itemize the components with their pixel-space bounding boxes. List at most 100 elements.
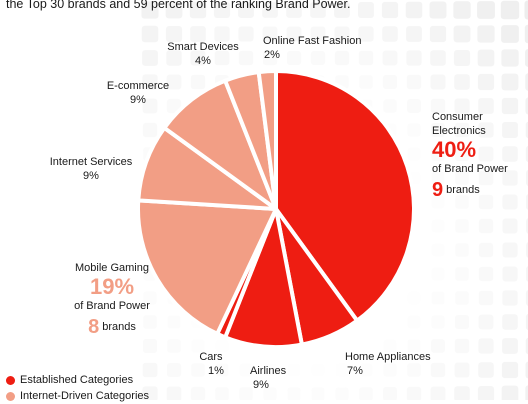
mobile-gaming-brand-count: 8 <box>88 316 100 338</box>
background-tile <box>525 290 528 306</box>
background-tile <box>287 387 301 400</box>
background-tile <box>502 338 518 354</box>
label-consumer-electronics-value: 40% <box>432 137 477 162</box>
background-tile <box>431 171 445 185</box>
background-tile <box>381 1 399 19</box>
consumer-electronics-brand-count: 9 <box>432 179 444 201</box>
background-tile <box>406 74 422 90</box>
background-tile <box>407 123 421 137</box>
background-tile <box>501 97 519 115</box>
background-tile <box>502 314 518 330</box>
background-tile <box>334 26 350 42</box>
background-tile <box>215 363 229 377</box>
label-smart-devices-value: 4% <box>195 55 211 67</box>
background-tile <box>454 386 470 400</box>
background-tile <box>524 24 528 44</box>
background-tile <box>501 49 519 67</box>
label-internet-services-name: Internet Services <box>49 156 133 168</box>
background-tile <box>431 339 445 353</box>
background-tile <box>525 145 528 163</box>
background-tile <box>214 26 230 42</box>
background-tile <box>502 194 518 210</box>
background-tile <box>525 97 528 115</box>
background-tile <box>478 146 494 162</box>
background-tile <box>430 98 446 114</box>
label-home-appliances: Home Appliances 7% <box>345 350 431 378</box>
background-tile <box>141 25 159 43</box>
background-tile <box>525 49 528 67</box>
background-tile <box>383 99 397 113</box>
background-tile <box>455 195 469 209</box>
background-tile <box>478 122 494 138</box>
background-tile <box>453 1 471 19</box>
background-tile <box>262 50 278 66</box>
background-tile <box>382 50 398 66</box>
label-airlines: Airlines 9% <box>250 364 286 392</box>
background-tile <box>383 339 397 353</box>
label-consumer-electronics-share: of Brand Power <box>432 163 508 175</box>
background-tile <box>502 218 518 234</box>
background-tile <box>453 49 471 67</box>
chart-legend: Established Categories Internet-Driven C… <box>6 372 149 404</box>
background-tile <box>431 315 445 329</box>
background-tile <box>214 50 230 66</box>
background-tile <box>477 1 495 19</box>
background-tile <box>430 50 446 66</box>
label-airlines-name: Airlines <box>250 365 287 377</box>
consumer-electronics-brands-word: brands <box>446 184 480 196</box>
background-tile <box>430 362 446 378</box>
background-tile <box>142 98 158 114</box>
background-tile <box>407 339 421 353</box>
background-tile <box>191 363 205 377</box>
background-tile <box>142 362 158 378</box>
background-tile <box>215 339 229 353</box>
background-tile <box>166 50 182 66</box>
background-tile <box>477 49 495 67</box>
background-tile <box>262 2 278 18</box>
background-tile <box>167 339 181 353</box>
background-tile <box>359 387 373 400</box>
label-mobile-gaming-value: 19% <box>89 274 135 299</box>
background-tile <box>478 242 494 258</box>
intro-text: the Top 30 brands and 59 percent of the … <box>6 0 351 11</box>
background-tile <box>453 25 471 43</box>
background-tile <box>239 363 253 377</box>
background-tile <box>478 194 494 210</box>
background-tile <box>454 362 470 378</box>
legend-item-internet: Internet-Driven Categories <box>6 388 149 404</box>
background-tile <box>478 338 494 354</box>
background-tile <box>502 290 518 306</box>
label-consumer-electronics: Consumer Electronics 40% of Brand Power … <box>432 110 508 202</box>
background-tile <box>359 75 373 89</box>
background-tile <box>500 0 520 20</box>
background-tile <box>143 291 157 305</box>
background-tile <box>455 291 469 305</box>
background-tile <box>141 1 159 19</box>
background-tile <box>431 123 445 137</box>
background-tile <box>166 362 182 378</box>
background-tile <box>166 74 182 90</box>
background-tile <box>525 385 528 400</box>
background-tile <box>477 73 495 91</box>
background-tile <box>213 1 231 19</box>
background-tile <box>477 385 495 400</box>
background-tile <box>454 74 470 90</box>
background-tile <box>383 387 397 400</box>
mobile-gaming-brands-word: brands <box>102 321 136 333</box>
label-smart-devices-name: Smart Devices <box>167 41 239 53</box>
background-tile <box>502 122 518 138</box>
legend-swatch-internet <box>6 391 15 401</box>
background-tile <box>502 242 518 258</box>
label-smart-devices: Smart Devices 4% <box>158 40 248 68</box>
background-tile <box>311 387 325 400</box>
background-tile <box>524 0 528 20</box>
background-tile <box>239 387 253 400</box>
pie-slice-mobile-gaming <box>136 198 278 336</box>
background-tile <box>502 170 518 186</box>
background-tile <box>478 314 494 330</box>
background-tile <box>455 267 469 281</box>
label-online-fast-fashion-value: 2% <box>264 49 280 61</box>
background-tile <box>263 363 277 377</box>
background-tile <box>310 2 326 18</box>
